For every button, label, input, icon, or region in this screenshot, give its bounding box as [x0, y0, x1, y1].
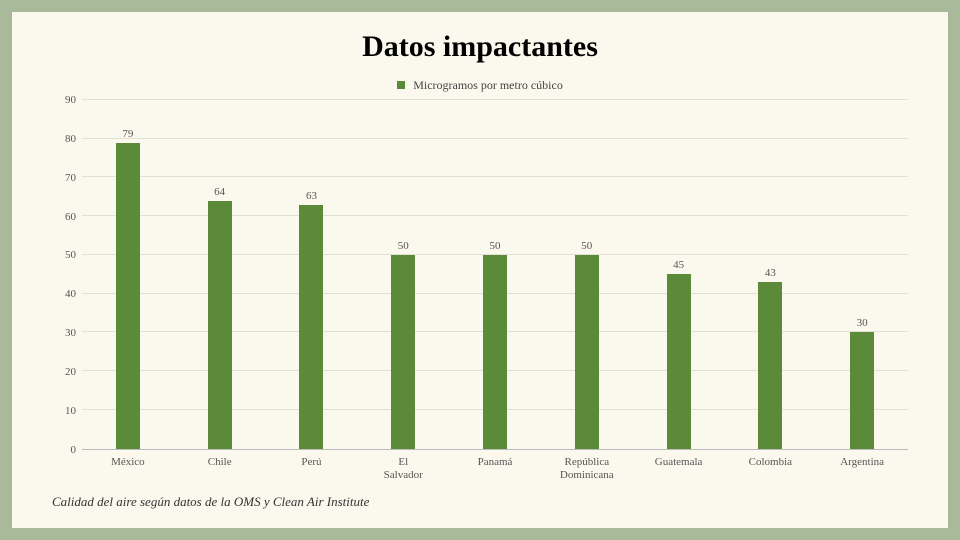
bar-value-label: 79 — [122, 128, 133, 140]
bar — [758, 282, 782, 449]
y-tick-label: 60 — [65, 211, 76, 223]
y-tick-label: 70 — [65, 172, 76, 184]
x-tick-label: Perú — [266, 450, 358, 482]
bar-value-label: 30 — [857, 317, 868, 329]
bar — [116, 143, 140, 449]
bar-value-label: 50 — [490, 240, 501, 252]
x-tick-label: RepúblicaDominicana — [541, 450, 633, 482]
plot-area: 79 64 63 50 50 50 45 43 30 — [82, 100, 908, 450]
chart-title: Datos impactantes — [52, 30, 908, 64]
bar-value-label: 45 — [673, 259, 684, 271]
bar-value-label: 50 — [398, 240, 409, 252]
bar — [850, 332, 874, 448]
bar-slot: 63 — [266, 100, 358, 449]
chart-caption: Calidad del aire según datos de la OMS y… — [52, 494, 908, 510]
y-tick-label: 0 — [71, 444, 77, 456]
bar — [299, 205, 323, 449]
bar-value-label: 43 — [765, 267, 776, 279]
bar-slot: 50 — [357, 100, 449, 449]
bar — [575, 255, 599, 449]
bar — [667, 274, 691, 448]
bar-slot: 50 — [449, 100, 541, 449]
y-tick-label: 20 — [65, 366, 76, 378]
slide-outer-frame: Datos impactantes Microgramos por metro … — [0, 0, 960, 540]
bar — [208, 201, 232, 449]
y-tick-label: 90 — [65, 94, 76, 106]
legend-label: Microgramos por metro cúbico — [413, 78, 563, 92]
slide: Datos impactantes Microgramos por metro … — [12, 12, 948, 528]
x-tick-label: ElSalvador — [357, 450, 449, 482]
bar — [483, 255, 507, 449]
y-tick-label: 80 — [65, 133, 76, 145]
bar-value-label: 50 — [581, 240, 592, 252]
y-tick-label: 50 — [65, 249, 76, 261]
x-axis: MéxicoChilePerúElSalvadorPanamáRepública… — [82, 450, 908, 482]
y-tick-label: 40 — [65, 288, 76, 300]
x-tick-label: Panamá — [449, 450, 541, 482]
plot-row: 0102030405060708090 796463505050454330 — [52, 100, 908, 450]
y-axis: 0102030405060708090 — [52, 100, 82, 450]
x-tick-label: Chile — [174, 450, 266, 482]
bar-value-label: 64 — [214, 186, 225, 198]
legend-marker-icon — [397, 81, 405, 89]
bar-slot: 64 — [174, 100, 266, 449]
y-tick-label: 30 — [65, 327, 76, 339]
bar-slot: 45 — [633, 100, 725, 449]
x-tick-label: México — [82, 450, 174, 482]
bar-slot: 50 — [541, 100, 633, 449]
x-tick-label: Guatemala — [633, 450, 725, 482]
legend: Microgramos por metro cúbico — [52, 76, 908, 94]
y-tick-label: 10 — [65, 405, 76, 417]
bar-slot: 30 — [816, 100, 908, 449]
bar-slot: 43 — [724, 100, 816, 449]
x-tick-label: Argentina — [816, 450, 908, 482]
bars-container: 79 64 63 50 50 50 45 43 30 — [82, 100, 908, 449]
bar — [391, 255, 415, 449]
x-tick-label: Colombia — [724, 450, 816, 482]
bar-slot: 79 — [82, 100, 174, 449]
bar-value-label: 63 — [306, 190, 317, 202]
chart: 0102030405060708090 796463505050454330 M… — [52, 100, 908, 482]
